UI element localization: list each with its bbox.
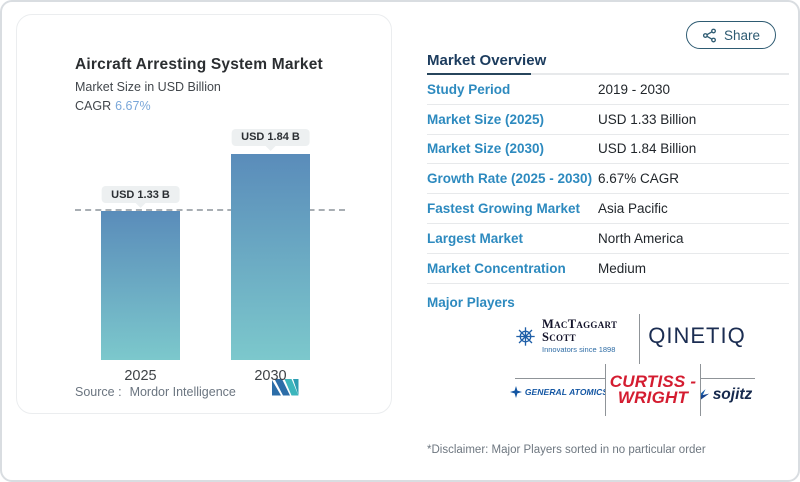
- row-label: Market Size (2025): [427, 111, 545, 127]
- table-row: Market Size (2030) USD 1.84 Billion: [427, 135, 789, 165]
- table-row: Market Size (2025) USD 1.33 Billion: [427, 105, 789, 135]
- x-axis-label-2030: 2030: [254, 368, 287, 384]
- source-attribution: Source : Mordor Intelligence: [75, 385, 236, 399]
- bar-value-label-2025: USD 1.33 B: [101, 186, 180, 204]
- chart-title: Aircraft Arresting System Market: [75, 56, 323, 73]
- table-row: Largest Market North America: [427, 224, 789, 254]
- table-row: Growth Rate (2025 - 2030) 6.67% CAGR: [427, 164, 789, 195]
- atomic-star-icon: [509, 386, 522, 398]
- mactaggart-tagline: Innovators since 1898: [542, 345, 616, 354]
- row-label: Market Size (2030): [427, 141, 545, 157]
- general-atomics-logo: GENERAL ATOMICS: [509, 386, 608, 398]
- threshold-dash-line: [75, 209, 345, 212]
- bar-chart-plot: USD 1.33 B 2025 USD 1.84 B 2030: [17, 128, 391, 384]
- row-value: North America: [598, 230, 684, 246]
- row-value: 2019 - 2030: [598, 81, 671, 97]
- source-label: Source :: [75, 385, 122, 399]
- row-label: Fastest Growing Market: [427, 201, 581, 217]
- disclaimer-text: *Disclaimer: Major Players sorted in no …: [427, 444, 706, 456]
- curtiss-wright-logo: CURTISS - WRIGHT: [605, 364, 701, 416]
- overview-title-underline: [427, 73, 789, 75]
- general-atomics-wordmark: GENERAL ATOMICS: [524, 387, 609, 397]
- row-label: Largest Market: [427, 230, 524, 246]
- qinetiq-wordmark: QINETIQ: [648, 323, 746, 348]
- ship-wheel-icon: [515, 326, 536, 347]
- mactaggart-name: MacTaggart Scott: [542, 317, 618, 344]
- logo-vertical-divider: [639, 314, 640, 370]
- table-row: Market Concentration Medium: [427, 254, 789, 284]
- row-value: Medium: [598, 260, 647, 276]
- logo-row-bottom: GENERAL ATOMICS CURTISS - WRIGHT sojitz: [509, 364, 755, 416]
- row-label: Study Period: [427, 81, 511, 97]
- row-value: USD 1.84 Billion: [598, 141, 697, 157]
- overview-table: Study Period 2019 - 2030 Market Size (20…: [427, 75, 789, 284]
- market-chart-card: Aircraft Arresting System Market Market …: [16, 14, 392, 414]
- share-button[interactable]: Share: [685, 21, 776, 49]
- cagr-value: 6.67%: [115, 99, 151, 113]
- curtiss-line2: WRIGHT: [617, 388, 689, 407]
- logo-row-top: MacTaggart Scott Innovators since 1898 Q…: [515, 310, 755, 370]
- table-row: Study Period 2019 - 2030: [427, 75, 789, 105]
- row-value: Asia Pacific: [598, 201, 668, 217]
- share-button-label: Share: [723, 27, 760, 43]
- major-players-logos: MacTaggart Scott Innovators since 1898 Q…: [509, 310, 755, 416]
- mordor-intelligence-logo-icon: [272, 379, 299, 401]
- cagr-label: CAGR: [75, 99, 112, 113]
- bar-2030: [231, 153, 310, 360]
- row-value: 6.67% CAGR: [598, 171, 680, 187]
- chart-subtitle: Market Size in USD Billion: [75, 80, 221, 94]
- share-icon: [702, 28, 717, 43]
- bar-2025: [101, 211, 180, 360]
- mactaggart-scott-logo: MacTaggart Scott Innovators since 1898: [515, 318, 639, 354]
- market-overview-panel: Market Overview Study Period 2019 - 2030…: [427, 2, 789, 480]
- sojitz-wordmark: sojitz: [712, 386, 753, 403]
- chart-cagr-line: CAGR 6.67%: [75, 99, 151, 113]
- bar-value-label-2030: USD 1.84 B: [231, 128, 310, 146]
- major-players-label: Major Players: [427, 295, 515, 310]
- row-label: Market Concentration: [427, 260, 566, 276]
- curtiss-line1: CURTISS -: [609, 371, 697, 391]
- qinetiq-logo: QINETIQ: [639, 323, 755, 349]
- mactaggart-text-block: MacTaggart Scott Innovators since 1898: [542, 318, 639, 354]
- row-label: Growth Rate (2025 - 2030): [427, 171, 593, 187]
- row-value: USD 1.33 Billion: [598, 111, 697, 127]
- table-row: Fastest Growing Market Asia Pacific: [427, 194, 789, 224]
- source-value: Mordor Intelligence: [129, 385, 236, 399]
- overview-title: Market Overview: [427, 52, 547, 69]
- x-axis-label-2025: 2025: [124, 368, 157, 384]
